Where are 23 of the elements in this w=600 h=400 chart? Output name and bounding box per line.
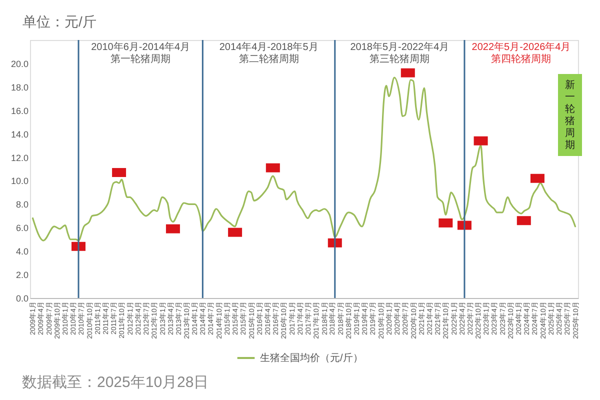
y-tick-label: 12.0 <box>10 152 28 163</box>
annotation: 2018年5月-2022年4月 <box>350 41 450 53</box>
annotation: 第三轮猪周期 <box>370 53 430 65</box>
y-tick-label: 6.0 <box>16 223 28 234</box>
annotation: 第一轮猪周期 <box>110 53 171 65</box>
y-tick-label: 0.0 <box>16 294 28 304</box>
y-tick-label: 18.0 <box>10 82 28 92</box>
annotation: 2010年6月-2014年4月 <box>91 41 190 53</box>
y-tick-label: 14.0 <box>10 129 28 140</box>
text: 数据截至：2025年10月28日 <box>22 374 209 391</box>
annotation: 2022年5月-2026年4月 <box>472 41 571 53</box>
annotation: 2014年4月-2018年5月 <box>219 41 318 53</box>
annotation: 第四轮猪周期 <box>491 53 552 65</box>
annotation: 第二轮猪周期 <box>238 53 299 65</box>
y-tick-label: 16.0 <box>10 106 28 116</box>
y-axis-title: 单位：元/斤 <box>22 14 96 30</box>
y-tick-label: 2.0 <box>16 270 28 280</box>
y-tick-label: 10.0 <box>10 176 28 186</box>
annotation: 新一轮猪周期 <box>565 79 575 151</box>
y-tick-label: 8.0 <box>16 200 28 210</box>
y-tick-label: 4.0 <box>16 246 28 257</box>
legend-label: 生猪全国均价（元/斤） <box>260 352 363 364</box>
y-tick-label: 20.0 <box>10 58 28 69</box>
